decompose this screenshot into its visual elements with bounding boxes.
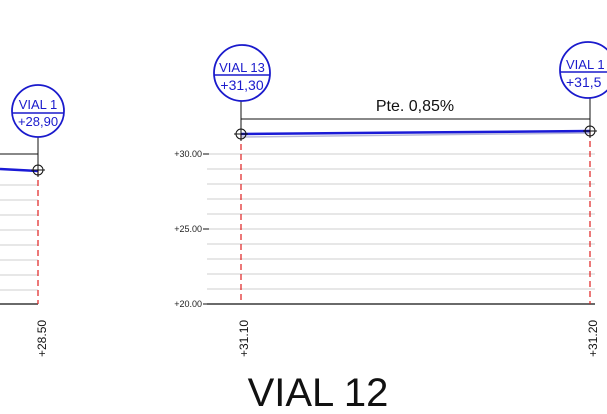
terrain-line bbox=[240, 132, 591, 138]
end-chainage: +31.20 bbox=[586, 320, 600, 357]
left-grid bbox=[0, 184, 38, 291]
tick-label-20: +20.00 bbox=[174, 299, 202, 309]
end-node-bubble: VIAL 1 +31,5 bbox=[559, 41, 607, 99]
left-chainage: +28.50 bbox=[35, 320, 49, 357]
main-profile: +30.00 +25.00 +20.00 Pte. 0, bbox=[174, 41, 607, 357]
end-node-name: VIAL 1 bbox=[566, 57, 605, 72]
main-profile-line bbox=[240, 129, 591, 136]
start-node-marker bbox=[234, 127, 248, 141]
tick-label-25: +25.00 bbox=[174, 224, 202, 234]
left-profile: VIAL 1 +28,90 +28.50 bbox=[0, 84, 65, 357]
start-chainage: +31.10 bbox=[237, 320, 251, 357]
left-node-name: VIAL 1 bbox=[19, 97, 58, 112]
left-profile-line bbox=[0, 167, 39, 173]
main-grid bbox=[207, 153, 595, 290]
start-node-bubble: VIAL 13 +31,30 bbox=[213, 44, 271, 102]
end-node-elevation: +31,5 bbox=[566, 74, 602, 90]
left-node-marker bbox=[31, 163, 45, 177]
slope-label: Pte. 0,85% bbox=[376, 98, 454, 115]
elevation-ticks: +30.00 +25.00 +20.00 bbox=[174, 149, 209, 309]
start-node-name: VIAL 13 bbox=[219, 60, 265, 75]
end-node-marker bbox=[583, 124, 597, 138]
left-node-elevation: +28,90 bbox=[18, 114, 58, 129]
drawing-title: VIAL 12 bbox=[248, 371, 389, 414]
tick-label-30: +30.00 bbox=[174, 149, 202, 159]
start-node-elevation: +31,30 bbox=[220, 77, 263, 93]
left-node-bubble: VIAL 1 +28,90 bbox=[11, 84, 65, 138]
